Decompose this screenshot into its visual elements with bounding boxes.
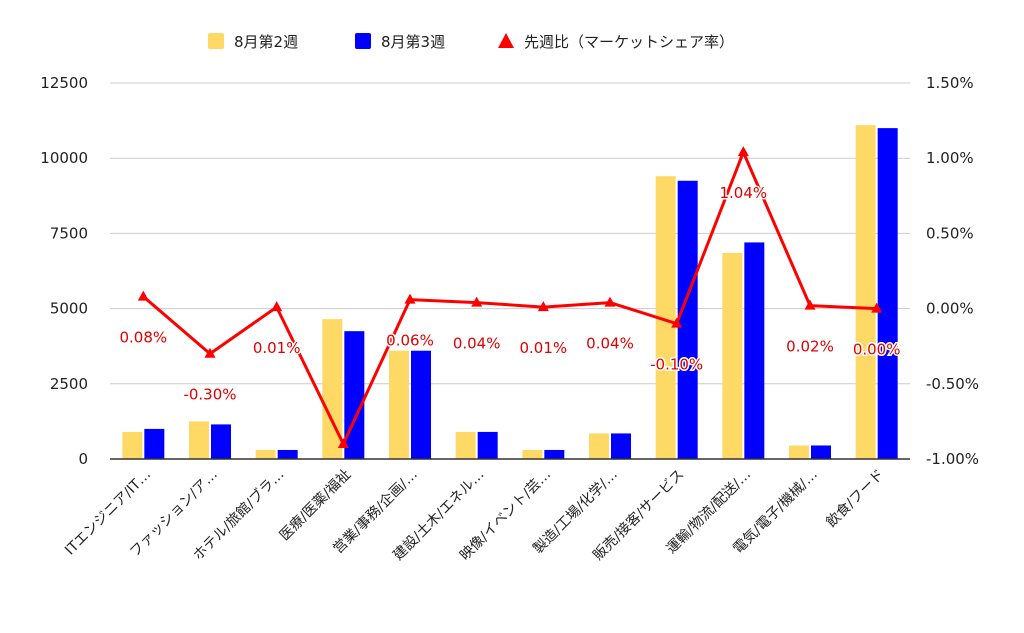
bar-week2 <box>455 431 476 459</box>
bar-week3 <box>477 431 498 459</box>
bar-week3 <box>811 445 831 459</box>
y-right-tick-label: 0.50% <box>926 224 974 242</box>
bar-week2 <box>589 433 609 459</box>
legend-label: 8月第3週 <box>381 33 445 51</box>
bar-week3 <box>411 350 431 459</box>
data-label: 0.00% <box>853 341 901 359</box>
data-label: 0.01% <box>520 339 568 357</box>
bar-week2 <box>655 176 676 460</box>
bar-week2 <box>855 125 876 459</box>
data-label: 0.04% <box>453 335 501 353</box>
legend-label: 先週比（マーケットシェア率） <box>524 33 734 51</box>
bar-week2 <box>322 319 343 459</box>
share-change-point <box>204 347 216 358</box>
data-label: -0.10% <box>650 356 703 374</box>
bar-week3 <box>611 433 631 459</box>
y-left-tick-label: 5000 <box>50 300 88 318</box>
legend-swatch-week2 <box>208 33 224 49</box>
share-change-point <box>604 296 616 307</box>
x-tick-label: 医療/医薬/福祉 <box>276 466 354 544</box>
share-change-point <box>537 301 549 312</box>
y-left-tick-label: 12500 <box>40 74 88 92</box>
bar-week3 <box>144 428 165 459</box>
bar-week3 <box>744 242 765 459</box>
data-label: 0.04% <box>586 335 634 353</box>
bar-week3 <box>277 449 298 459</box>
bar-week2 <box>789 445 809 459</box>
share-change-line <box>142 150 877 446</box>
bar-week3 <box>544 449 565 459</box>
bar-week2 <box>389 350 409 459</box>
share-change-point <box>871 302 883 313</box>
y-right-tick-label: 1.50% <box>926 74 974 92</box>
bar-week2 <box>522 449 543 459</box>
data-label: 0.08% <box>120 329 168 347</box>
y-left-tick-label: 10000 <box>40 149 88 167</box>
legend-swatch-share-change <box>498 33 514 48</box>
y-left-tick-label: 0 <box>78 450 88 468</box>
legend-label: 8月第2週 <box>234 33 298 51</box>
bar-week3 <box>877 128 898 459</box>
y-right-tick-label: -0.50% <box>926 375 979 393</box>
bar-week2 <box>122 431 143 459</box>
share-change-point <box>737 146 749 157</box>
data-label: 1.04% <box>720 184 768 202</box>
x-tick-label: 飲食/フード <box>823 466 888 531</box>
data-label: 0.06% <box>386 332 434 350</box>
bar-week2 <box>722 252 743 459</box>
bar-week2 <box>255 449 276 459</box>
data-label: -0.30% <box>183 386 236 404</box>
share-change-point <box>271 301 283 312</box>
bar-week3 <box>211 424 231 459</box>
share-change-point <box>671 317 683 328</box>
y-right-tick-label: -1.00% <box>926 450 979 468</box>
share-change-point <box>471 296 483 307</box>
y-right-tick-label: 1.00% <box>926 149 974 167</box>
legend-swatch-week3 <box>355 33 371 49</box>
share-change-point <box>337 437 349 448</box>
bar-week2 <box>189 421 209 459</box>
share-change-point <box>404 293 416 304</box>
y-right-tick-label: 0.00% <box>926 300 974 318</box>
y-left-tick-label: 7500 <box>50 224 88 242</box>
share-change-point <box>804 299 816 310</box>
y-left-tick-label: 2500 <box>50 375 88 393</box>
bar-week3 <box>344 331 365 459</box>
data-label: 0.02% <box>786 338 834 356</box>
bar-week3 <box>677 180 698 459</box>
share-change-point <box>137 290 149 301</box>
data-label: 0.01% <box>253 339 301 357</box>
